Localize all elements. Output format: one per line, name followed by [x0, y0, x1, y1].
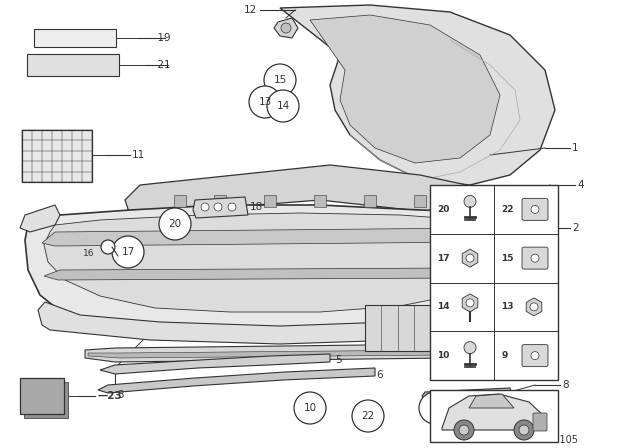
Text: 4: 4 [577, 180, 584, 190]
Polygon shape [88, 350, 490, 358]
Polygon shape [20, 205, 60, 232]
Polygon shape [442, 394, 546, 430]
Text: 18: 18 [250, 202, 263, 212]
FancyBboxPatch shape [533, 413, 547, 431]
Text: 13: 13 [259, 97, 271, 107]
Circle shape [264, 64, 296, 96]
Text: 9: 9 [432, 403, 438, 413]
Text: —19: —19 [148, 33, 172, 43]
Circle shape [531, 205, 539, 213]
Circle shape [530, 303, 538, 311]
Polygon shape [85, 344, 500, 362]
Circle shape [466, 299, 474, 307]
Text: 14: 14 [437, 302, 450, 311]
Polygon shape [100, 354, 330, 374]
Circle shape [214, 203, 222, 211]
Polygon shape [125, 165, 535, 230]
Text: 8: 8 [562, 380, 568, 390]
FancyBboxPatch shape [430, 185, 558, 380]
Circle shape [419, 392, 451, 424]
Text: 6: 6 [376, 370, 383, 380]
Polygon shape [25, 205, 522, 338]
Circle shape [464, 195, 476, 207]
FancyBboxPatch shape [430, 390, 558, 442]
Text: 15: 15 [501, 254, 513, 263]
Circle shape [531, 254, 539, 262]
Polygon shape [422, 388, 512, 400]
Circle shape [112, 236, 144, 268]
Text: 13: 13 [501, 302, 513, 311]
FancyBboxPatch shape [522, 345, 548, 366]
Polygon shape [469, 394, 514, 408]
Bar [264, 195, 276, 207]
FancyBboxPatch shape [522, 198, 548, 220]
Text: 10: 10 [437, 351, 449, 360]
Bar [174, 195, 186, 207]
Circle shape [228, 203, 236, 211]
Polygon shape [462, 294, 478, 312]
Text: —21: —21 [148, 60, 172, 70]
Polygon shape [526, 298, 542, 316]
Circle shape [294, 392, 326, 424]
Polygon shape [44, 213, 508, 312]
Bar [314, 195, 326, 207]
Circle shape [249, 86, 281, 118]
FancyBboxPatch shape [22, 130, 92, 182]
Text: 11: 11 [132, 150, 145, 160]
Polygon shape [193, 197, 248, 218]
Text: 5: 5 [335, 355, 342, 365]
Bar [414, 195, 426, 207]
Text: 1: 1 [572, 143, 579, 153]
Text: 358105: 358105 [541, 435, 579, 445]
Text: 17: 17 [437, 254, 450, 263]
Polygon shape [274, 18, 298, 38]
Text: 20: 20 [168, 219, 182, 229]
FancyBboxPatch shape [27, 54, 119, 76]
Bar [214, 195, 226, 207]
Text: 22: 22 [501, 205, 513, 214]
Circle shape [514, 420, 534, 440]
Bar [454, 195, 466, 207]
Text: 3: 3 [117, 390, 124, 400]
Polygon shape [280, 5, 555, 185]
Circle shape [101, 240, 115, 254]
Polygon shape [38, 295, 522, 344]
Text: 12: 12 [244, 5, 257, 15]
Text: 20: 20 [437, 205, 449, 214]
Circle shape [267, 90, 299, 122]
Polygon shape [98, 368, 375, 393]
Text: 9: 9 [501, 351, 508, 360]
FancyBboxPatch shape [24, 382, 68, 418]
Text: 2: 2 [572, 223, 579, 233]
Text: —23: —23 [97, 391, 122, 401]
Bar [364, 195, 376, 207]
Text: 15: 15 [273, 75, 287, 85]
Text: 7: 7 [517, 313, 524, 323]
Circle shape [201, 203, 209, 211]
Circle shape [159, 208, 191, 240]
Circle shape [352, 400, 384, 432]
Circle shape [281, 23, 291, 33]
Circle shape [466, 254, 474, 262]
Circle shape [464, 342, 476, 353]
Polygon shape [44, 268, 490, 284]
Text: 17: 17 [122, 247, 134, 257]
FancyBboxPatch shape [522, 247, 548, 269]
Text: 16: 16 [83, 249, 94, 258]
Text: 22: 22 [362, 411, 374, 421]
Polygon shape [462, 249, 478, 267]
Polygon shape [42, 228, 505, 250]
Text: 10: 10 [303, 403, 317, 413]
Circle shape [531, 352, 539, 360]
FancyBboxPatch shape [365, 305, 447, 351]
Circle shape [454, 420, 474, 440]
Polygon shape [310, 15, 500, 163]
FancyBboxPatch shape [34, 29, 116, 47]
Text: 14: 14 [276, 101, 290, 111]
FancyBboxPatch shape [20, 378, 64, 414]
Circle shape [519, 425, 529, 435]
Circle shape [459, 425, 469, 435]
